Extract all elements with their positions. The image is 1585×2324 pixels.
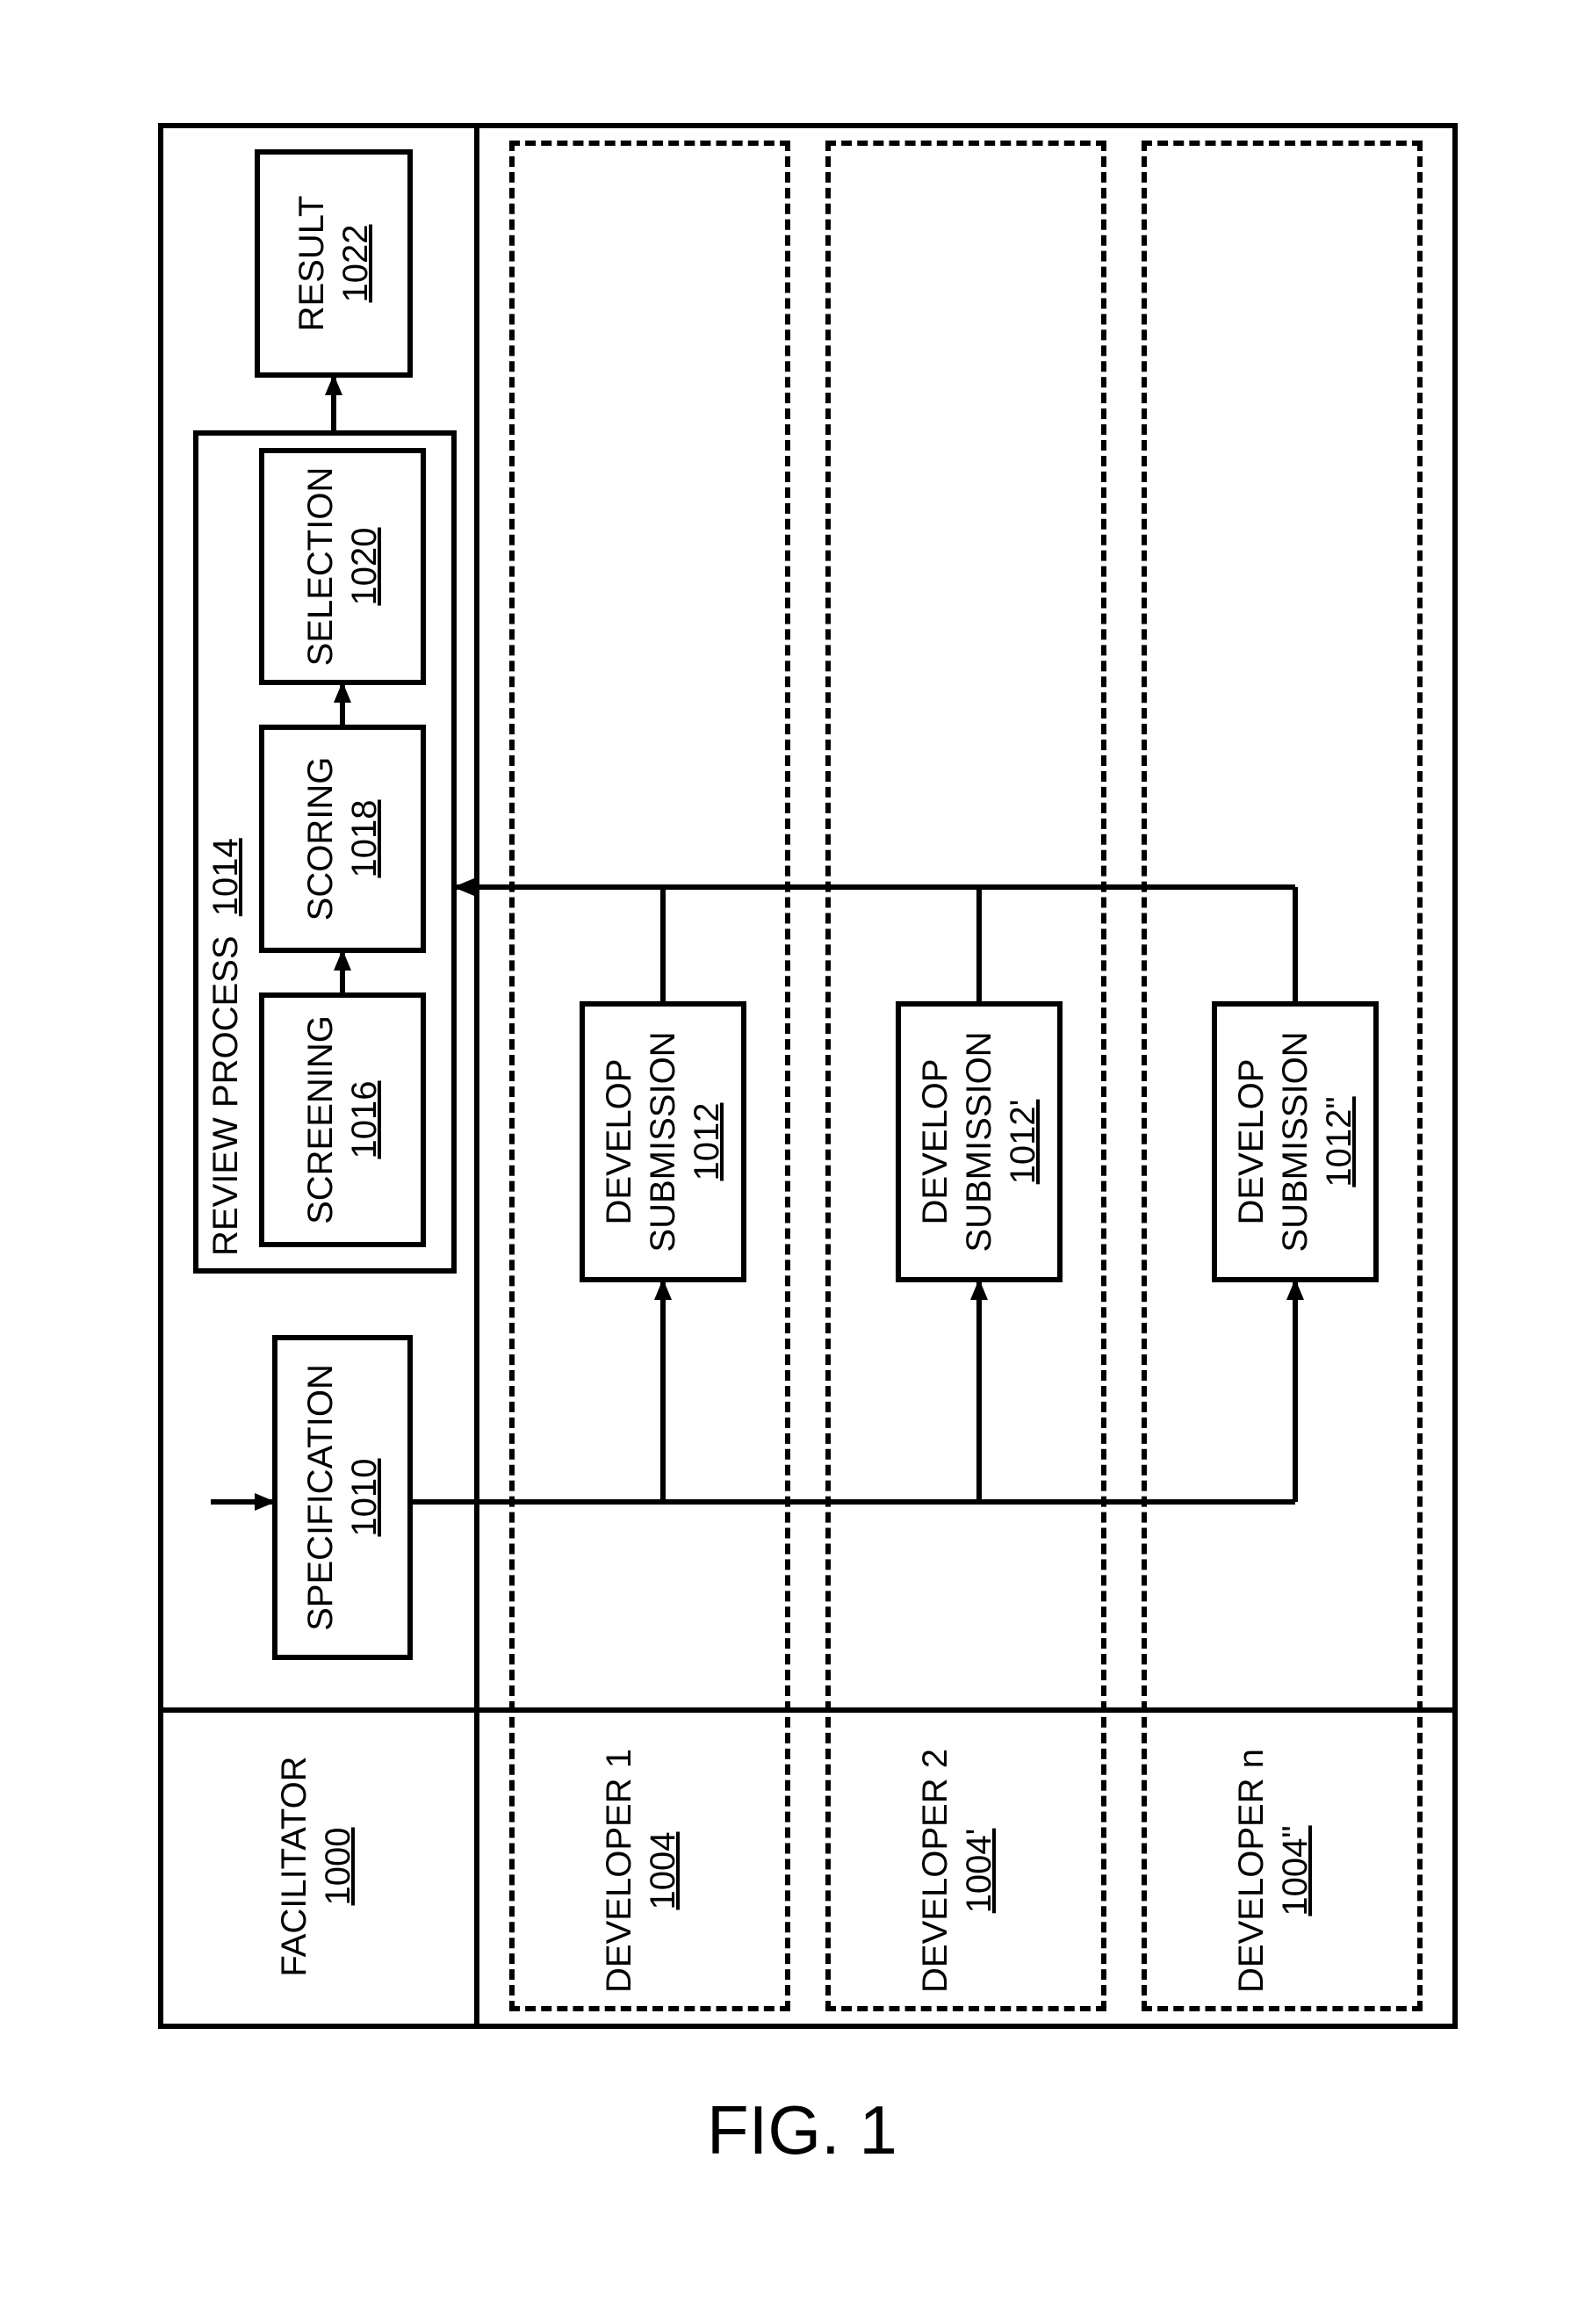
figure-label-text: FIG. 1 (707, 2091, 897, 2169)
page: FIG. 1 FACILITATOR 1000 DEVELOPER 1 1004… (0, 0, 1585, 2324)
flow-diagram: FACILITATOR 1000 DEVELOPER 1 1004 DEVELO… (158, 123, 1458, 2029)
figure-label: FIG. 1 (707, 2090, 897, 2170)
arrows-layer (158, 123, 1458, 2029)
